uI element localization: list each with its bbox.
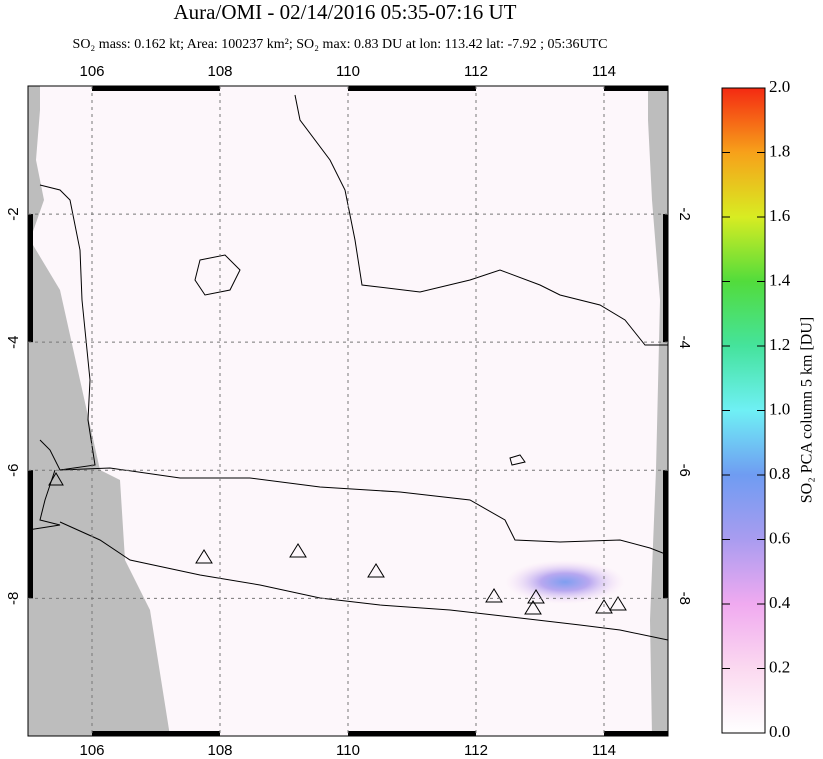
frame-bar — [92, 731, 220, 736]
y-tick-label: -4 — [676, 335, 693, 348]
so2-plume — [505, 560, 625, 604]
frame-bar — [28, 470, 33, 599]
volcanoes — [48, 472, 627, 615]
x-tick-label: 106 — [79, 742, 104, 759]
y-tick-label: -4 — [5, 335, 22, 348]
frame-bar — [348, 731, 476, 736]
karimunjawa — [509, 454, 526, 466]
x-tick-label: 108 — [207, 63, 232, 80]
java-north-coast — [59, 467, 668, 556]
java-south-coast — [59, 521, 668, 641]
borneo-coast — [294, 94, 668, 346]
x-tick-label: 110 — [336, 742, 360, 759]
x-tick-label: 114 — [592, 63, 616, 80]
title: Aura/OMI - 02/14/2016 05:35-07:16 UT — [174, 0, 517, 24]
colorbar-tick-label: 1.6 — [769, 206, 790, 225]
sumatra-coast — [28, 184, 96, 531]
bangka-island — [194, 254, 241, 296]
y-tick-label: -2 — [676, 207, 693, 220]
colorbar-tick-label: 0.4 — [769, 593, 791, 612]
frame-bar — [92, 86, 220, 91]
x-tick-label: 110 — [336, 63, 360, 80]
colorbar-tick-label: 1.8 — [769, 141, 790, 160]
frame-bar — [28, 214, 33, 343]
no-data-left — [28, 86, 170, 736]
y-tick-label: -6 — [676, 464, 693, 477]
frame-bar — [348, 86, 476, 91]
y-tick-label: -6 — [5, 464, 22, 477]
y-tick-label: -2 — [5, 207, 22, 220]
colorbar-tick-label: 1.2 — [769, 335, 790, 354]
frame-bar — [663, 470, 668, 599]
colorbar-tick-label: 1.0 — [769, 399, 790, 418]
x-tick-label: 112 — [464, 63, 488, 80]
colorbar-label: SO₂ PCA column 5 km [DU] — [799, 317, 816, 503]
frame-bar — [663, 214, 668, 343]
y-tick-label: -8 — [676, 592, 693, 605]
colorbar-tick-label: 1.4 — [769, 270, 791, 289]
colorbar-tick-label: 0.6 — [769, 528, 790, 547]
x-tick-label: 112 — [464, 742, 488, 759]
colorbar-tick-label: 0.0 — [769, 722, 790, 741]
subtitle: SO₂ mass: 0.162 kt; Area: 100237 km²; SO… — [73, 37, 608, 52]
x-tick-label: 114 — [592, 742, 616, 759]
colorbar-tick-label: 0.2 — [769, 657, 790, 676]
colorbar-tick-label: 0.8 — [769, 464, 790, 483]
frame-bar — [604, 86, 668, 91]
frame-bar — [604, 731, 668, 736]
x-tick-label: 106 — [79, 63, 104, 80]
colorbar-tick-label: 2.0 — [769, 77, 790, 96]
x-tick-label: 108 — [207, 742, 232, 759]
y-tick-label: -8 — [5, 592, 22, 605]
